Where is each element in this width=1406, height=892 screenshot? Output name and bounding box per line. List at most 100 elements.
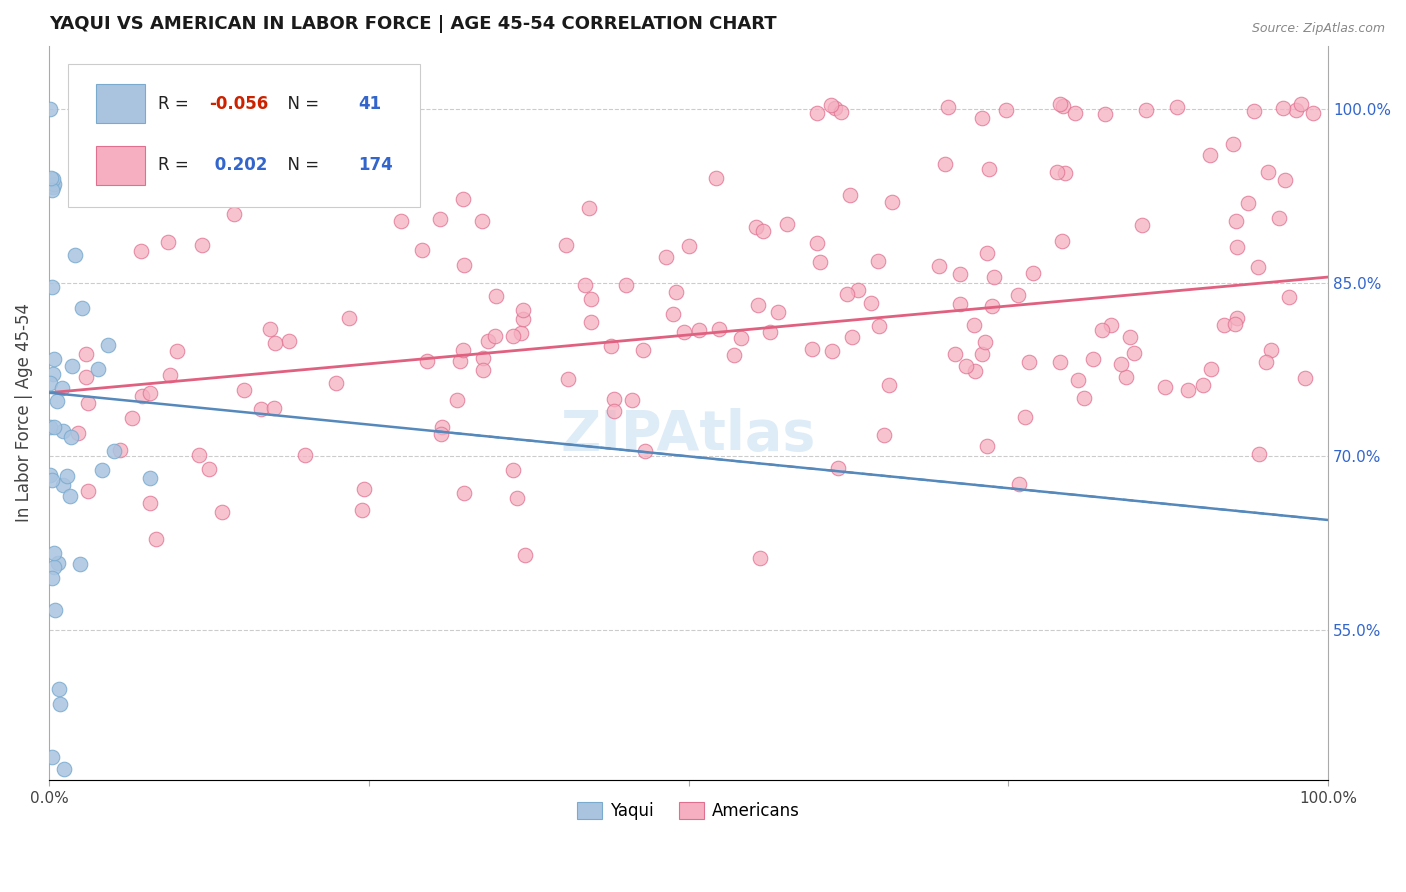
Point (747, 298, 769, 312)
Text: N =: N = (277, 156, 323, 174)
Point (108, 442, 131, 457)
Point (976, 245, 998, 260)
Point (1081, 351, 1104, 366)
Point (1073, 391, 1095, 405)
Point (233, 383, 256, 397)
Point (1094, 107, 1116, 121)
Point (1122, 346, 1144, 360)
Point (730, 331, 752, 345)
Point (748, 551, 770, 566)
Point (1260, 343, 1282, 358)
Point (446, 392, 468, 407)
Point (1278, 290, 1301, 304)
Point (65, 247, 87, 261)
Point (579, 292, 602, 306)
Point (1237, 195, 1260, 210)
Text: 0.202: 0.202 (209, 156, 267, 174)
Point (90, 463, 112, 477)
Point (707, 322, 730, 336)
Point (42, 546, 65, 560)
Point (1291, 96, 1313, 111)
Point (868, 253, 890, 268)
Point (477, 334, 499, 348)
Point (39, 420, 62, 434)
Point (89, 108, 111, 122)
Point (352, 502, 374, 516)
Point (1274, 173, 1296, 187)
Point (39, 376, 62, 390)
Point (159, 368, 181, 382)
Point (830, 105, 852, 120)
Point (1222, 137, 1244, 152)
Point (758, 325, 780, 339)
Point (848, 283, 870, 297)
Point (945, 347, 967, 361)
Point (42, 178, 65, 192)
Point (1130, 218, 1153, 232)
Point (1119, 330, 1142, 344)
Point (485, 288, 508, 302)
Point (44, 351, 66, 366)
Point (512, 312, 534, 326)
Point (662, 307, 685, 321)
Point (1225, 214, 1247, 228)
Point (66, 426, 89, 441)
Point (995, 103, 1018, 118)
Point (1284, 103, 1306, 117)
Point (1021, 265, 1043, 279)
Point (411, 243, 433, 257)
Point (970, 111, 993, 125)
Point (934, 157, 956, 171)
Point (389, 214, 412, 228)
Point (76, 103, 98, 117)
Point (1246, 260, 1268, 275)
Point (121, 411, 143, 425)
Point (1109, 357, 1132, 371)
Point (52, 424, 75, 438)
Point (1199, 362, 1222, 376)
Point (1198, 147, 1220, 161)
Point (1271, 101, 1294, 115)
Point (603, 404, 626, 418)
Point (513, 548, 536, 562)
Point (512, 303, 534, 318)
Text: -0.056: -0.056 (209, 95, 269, 112)
Point (673, 325, 696, 339)
Text: YAQUI VS AMERICAN IN LABOR FORCE | AGE 45-54 CORRELATION CHART: YAQUI VS AMERICAN IN LABOR FORCE | AGE 4… (49, 15, 776, 33)
Point (859, 296, 882, 310)
Text: 41: 41 (359, 95, 381, 112)
Point (835, 286, 858, 301)
Point (976, 439, 998, 453)
Point (432, 420, 454, 434)
Point (1067, 373, 1090, 387)
Point (1256, 355, 1278, 369)
Point (502, 463, 524, 477)
Text: 174: 174 (359, 156, 394, 174)
Point (263, 401, 285, 415)
Point (51, 380, 73, 394)
Point (484, 328, 506, 343)
Point (1257, 165, 1279, 179)
Point (44, 603, 66, 617)
Point (211, 505, 233, 519)
Point (453, 485, 475, 500)
Point (131, 389, 153, 403)
Point (949, 267, 972, 281)
Point (1268, 211, 1291, 226)
Point (222, 207, 245, 221)
Point (46, 394, 69, 409)
Point (928, 259, 950, 273)
Point (1052, 99, 1074, 113)
Point (1046, 165, 1069, 179)
Point (510, 326, 533, 340)
Point (60, 430, 83, 444)
Point (145, 532, 167, 546)
FancyBboxPatch shape (96, 84, 145, 123)
Point (983, 269, 1005, 284)
Point (52, 478, 75, 492)
Point (979, 162, 1001, 177)
Point (187, 448, 209, 462)
Point (249, 402, 271, 417)
Point (808, 255, 831, 269)
Point (827, 460, 849, 475)
